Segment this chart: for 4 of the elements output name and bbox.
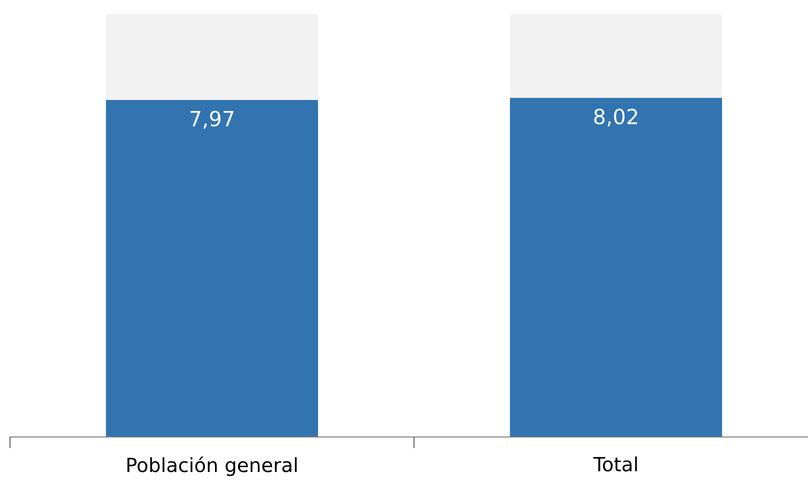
data-label: 8,02 [594, 108, 638, 127]
data-label: 7,97 [190, 110, 234, 129]
x-tick-label: Población general [127, 456, 297, 476]
x-tick-label: Total [593, 456, 637, 472]
